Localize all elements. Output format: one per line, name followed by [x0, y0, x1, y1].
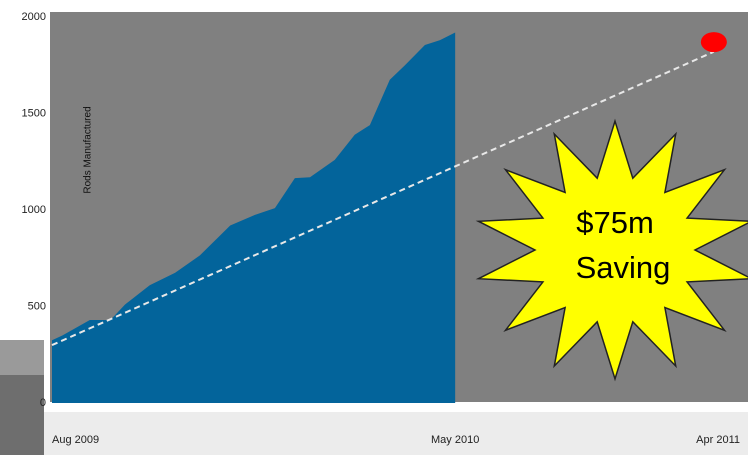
y-tick-label: 1500: [22, 107, 46, 119]
target-point: [700, 32, 727, 53]
annotation: Saving: [576, 250, 671, 285]
annotation: $75m: [576, 205, 654, 240]
starburst: [475, 118, 748, 382]
x-tick-label: Aug 2009: [52, 434, 99, 446]
trend-line: [51, 50, 715, 347]
x-tick-label: Apr 2011: [696, 434, 740, 446]
area: [52, 32, 456, 403]
y-tick-label: 1000: [22, 204, 46, 216]
y-tick-label: 500: [28, 300, 46, 312]
x-tick-label: May 2010: [431, 434, 479, 446]
y-tick-label: 0: [40, 397, 46, 409]
y-tick-label: 2000: [22, 11, 46, 23]
axis-band: [0, 412, 748, 455]
photo-fragment: [0, 375, 44, 455]
y-axis-label: Rods Manufactured: [83, 106, 94, 193]
